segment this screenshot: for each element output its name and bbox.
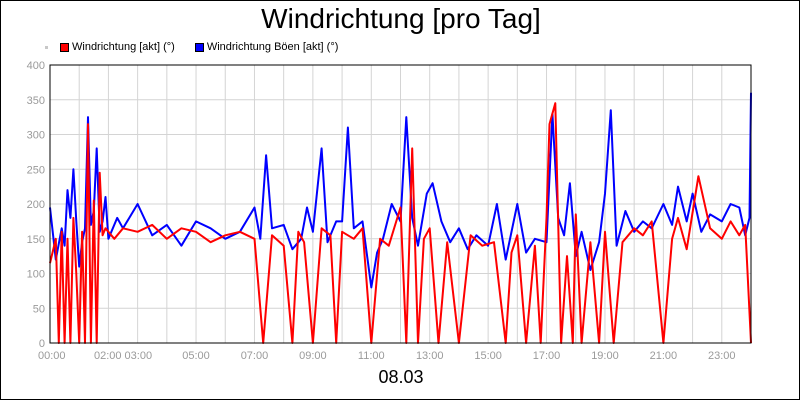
x-tick-label: 05:00 — [182, 350, 210, 362]
y-tick-label: 200 — [27, 199, 45, 211]
y-tick-label: 250 — [27, 164, 45, 176]
x-tick-label: 17:00 — [533, 350, 561, 362]
x-tick-label: 15:00 — [474, 350, 502, 362]
x-tick-label: 00:00 — [38, 350, 66, 362]
y-tick-label: 150 — [27, 234, 45, 246]
plot-border — [49, 64, 752, 344]
x-tick-label: 21:00 — [650, 350, 678, 362]
legend-item-series-2: Windrichtung Böen [akt] (°) — [194, 41, 339, 53]
y-tick-label: 100 — [27, 269, 45, 281]
legend-swatch-blue — [194, 42, 204, 52]
x-tick-label: 09:00 — [299, 350, 327, 362]
legend-item-series-1: Windrichtung [akt] (°) — [60, 41, 175, 53]
legend-label-series-2: Windrichtung Böen [akt] (°) — [206, 41, 339, 53]
x-tick-label: 19:00 — [591, 350, 619, 362]
chart-title: Windrichtung [pro Tag] — [261, 3, 541, 34]
x-tick-label: 07:00 — [241, 350, 269, 362]
y-tick-label: 300 — [27, 130, 45, 142]
x-tick-label: 11:00 — [358, 350, 385, 362]
y-tick-label: 0 — [39, 338, 45, 350]
legend: Windrichtung [akt] (°) Windrichtung Böen… — [45, 40, 358, 54]
x-tick-label: 02:00 03:00 — [94, 350, 152, 362]
x-tick-label: 23:00 — [708, 350, 736, 362]
x-axis-date-label: 08.03 — [378, 367, 424, 387]
y-tick-label: 350 — [27, 95, 45, 107]
legend-swatch-red — [60, 42, 69, 52]
y-tick-label: 50 — [33, 303, 45, 315]
legend-label-series-1: Windrichtung [akt] (°) — [72, 41, 175, 53]
x-tick-label: 13:00 — [416, 350, 444, 362]
y-tick-label: 400 — [27, 60, 45, 72]
legend-marker-dot — [45, 45, 48, 49]
series-line-windrichtung — [49, 102, 752, 344]
